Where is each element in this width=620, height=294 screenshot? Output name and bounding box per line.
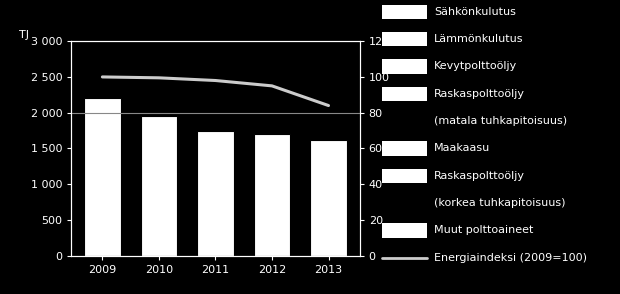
Bar — [254, 134, 290, 256]
Text: Muut polttoaineet: Muut polttoaineet — [434, 225, 533, 235]
Text: Maakaasu: Maakaasu — [434, 143, 490, 153]
Bar — [382, 5, 427, 19]
Bar — [382, 169, 427, 183]
Bar — [382, 141, 427, 156]
Bar — [310, 140, 347, 256]
Text: (matala tuhkapitoisuus): (matala tuhkapitoisuus) — [434, 116, 567, 126]
Bar — [382, 59, 427, 74]
Text: Sähkönkulutus: Sähkönkulutus — [434, 7, 516, 17]
Bar — [382, 223, 427, 238]
Text: TJ: TJ — [19, 30, 29, 41]
Text: Raskaspolttoöljy: Raskaspolttoöljy — [434, 89, 525, 99]
Bar — [141, 116, 177, 256]
Bar — [197, 131, 234, 256]
Text: (korkea tuhkapitoisuus): (korkea tuhkapitoisuus) — [434, 198, 565, 208]
Text: Lämmönkulutus: Lämmönkulutus — [434, 34, 523, 44]
Text: Raskaspolttoöljy: Raskaspolttoöljy — [434, 171, 525, 181]
Bar — [382, 32, 427, 46]
Text: Energiaindeksi (2009=100): Energiaindeksi (2009=100) — [434, 253, 587, 263]
Bar — [382, 87, 427, 101]
Bar — [84, 98, 121, 256]
Text: Kevytpolttoöljy: Kevytpolttoöljy — [434, 61, 517, 71]
